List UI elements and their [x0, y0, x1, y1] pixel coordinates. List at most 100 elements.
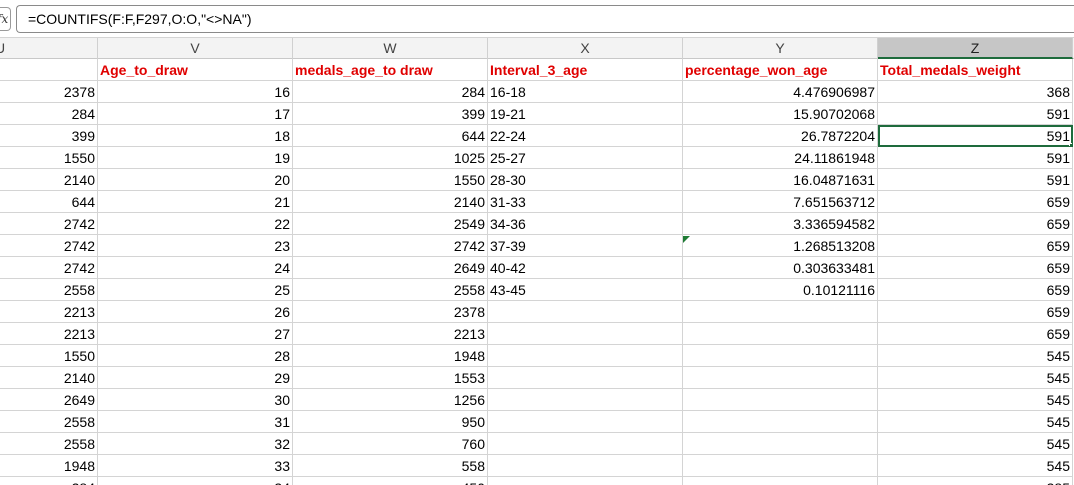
table-cell[interactable]: 545: [878, 433, 1073, 455]
table-cell[interactable]: 37-39: [488, 235, 683, 257]
table-cell[interactable]: 659: [878, 323, 1073, 345]
table-cell[interactable]: 2742: [0, 257, 98, 279]
table-cell[interactable]: [488, 477, 683, 485]
table-cell[interactable]: 34-36: [488, 213, 683, 235]
table-cell[interactable]: 368: [878, 81, 1073, 103]
table-cell[interactable]: [488, 433, 683, 455]
table-cell[interactable]: 2549: [293, 213, 488, 235]
table-cell[interactable]: 25-27: [488, 147, 683, 169]
table-cell[interactable]: 2213: [0, 301, 98, 323]
column-header-w[interactable]: W: [293, 38, 488, 59]
table-cell[interactable]: [683, 411, 878, 433]
table-cell[interactable]: 2742: [0, 235, 98, 257]
table-cell[interactable]: 31: [98, 411, 293, 433]
table-cell[interactable]: 29: [98, 367, 293, 389]
table-cell[interactable]: [488, 455, 683, 477]
table-cell[interactable]: 1550: [0, 345, 98, 367]
column-title-cell[interactable]: medals_age_to draw: [293, 59, 488, 81]
table-cell[interactable]: 545: [878, 345, 1073, 367]
table-cell[interactable]: 1948: [293, 345, 488, 367]
table-cell[interactable]: 22-24: [488, 125, 683, 147]
column-title-cell[interactable]: Total_medals_weight: [878, 59, 1073, 81]
table-cell[interactable]: 2649: [0, 389, 98, 411]
table-cell[interactable]: 33: [98, 455, 293, 477]
table-cell[interactable]: [683, 367, 878, 389]
table-cell[interactable]: 1256: [293, 389, 488, 411]
table-cell[interactable]: 591: [878, 169, 1073, 191]
table-cell[interactable]: 2742: [0, 213, 98, 235]
table-cell[interactable]: 28: [98, 345, 293, 367]
table-cell[interactable]: 399: [0, 125, 98, 147]
table-cell[interactable]: [683, 301, 878, 323]
table-cell[interactable]: [488, 389, 683, 411]
table-cell[interactable]: 284: [0, 477, 98, 485]
column-title-cell[interactable]: Age_to_draw: [98, 59, 293, 81]
fill-handle[interactable]: [1069, 143, 1072, 146]
table-cell[interactable]: 32: [98, 433, 293, 455]
table-cell[interactable]: 0.303633481: [683, 257, 878, 279]
table-cell[interactable]: 2378: [0, 81, 98, 103]
column-header-u[interactable]: U: [0, 38, 98, 59]
table-cell[interactable]: 24: [98, 257, 293, 279]
column-title-cell[interactable]: Interval_3_age: [488, 59, 683, 81]
table-cell[interactable]: 34: [98, 477, 293, 485]
table-cell[interactable]: 591: [878, 147, 1073, 169]
table-cell[interactable]: 28-30: [488, 169, 683, 191]
table-cell[interactable]: 18: [98, 125, 293, 147]
table-cell[interactable]: 17: [98, 103, 293, 125]
table-cell[interactable]: 7.651563712: [683, 191, 878, 213]
table-cell[interactable]: [683, 323, 878, 345]
table-cell[interactable]: 545: [878, 455, 1073, 477]
table-cell[interactable]: 2649: [293, 257, 488, 279]
fx-icon[interactable]: fx: [0, 7, 11, 31]
table-cell[interactable]: 284: [293, 81, 488, 103]
table-cell[interactable]: 545: [878, 367, 1073, 389]
column-header-y[interactable]: Y: [683, 38, 878, 59]
table-cell[interactable]: 25: [98, 279, 293, 301]
table-cell[interactable]: 1025: [293, 147, 488, 169]
table-cell[interactable]: 450: [293, 477, 488, 485]
table-cell[interactable]: 659: [878, 191, 1073, 213]
table-cell[interactable]: 26: [98, 301, 293, 323]
table-cell[interactable]: 659: [878, 235, 1073, 257]
table-cell[interactable]: 4.476906987: [683, 81, 878, 103]
table-cell[interactable]: 0.10121116: [683, 279, 878, 301]
table-cell[interactable]: [683, 345, 878, 367]
table-cell[interactable]: 24.11861948: [683, 147, 878, 169]
table-cell[interactable]: 644: [293, 125, 488, 147]
table-cell[interactable]: 2213: [0, 323, 98, 345]
table-cell[interactable]: 43-45: [488, 279, 683, 301]
table-cell[interactable]: 16.04871631: [683, 169, 878, 191]
table-cell[interactable]: 1550: [0, 147, 98, 169]
table-cell[interactable]: 40-42: [488, 257, 683, 279]
column-title-cell[interactable]: percentage_won_age: [683, 59, 878, 81]
table-cell[interactable]: 2558: [293, 279, 488, 301]
active-cell[interactable]: 591: [878, 125, 1073, 147]
table-cell[interactable]: [683, 455, 878, 477]
table-cell[interactable]: 545: [878, 411, 1073, 433]
table-cell[interactable]: 19: [98, 147, 293, 169]
table-cell[interactable]: 385: [878, 477, 1073, 485]
table-cell[interactable]: 659: [878, 213, 1073, 235]
table-cell[interactable]: [488, 323, 683, 345]
table-cell[interactable]: 1.268513208: [683, 235, 878, 257]
table-cell[interactable]: 2742: [293, 235, 488, 257]
table-cell[interactable]: 2213: [293, 323, 488, 345]
formula-input[interactable]: =COUNTIFS(F:F,F297,O:O,"<>NA"): [16, 5, 1074, 33]
table-cell[interactable]: 659: [878, 301, 1073, 323]
table-cell[interactable]: 284: [0, 103, 98, 125]
table-cell[interactable]: [683, 433, 878, 455]
table-cell[interactable]: 558: [293, 455, 488, 477]
table-cell[interactable]: 20: [98, 169, 293, 191]
table-cell[interactable]: 16-18: [488, 81, 683, 103]
table-cell[interactable]: 2558: [0, 411, 98, 433]
column-header-x[interactable]: X: [488, 38, 683, 59]
table-cell[interactable]: 3.336594582: [683, 213, 878, 235]
table-cell[interactable]: 21: [98, 191, 293, 213]
table-cell[interactable]: 399: [293, 103, 488, 125]
table-cell[interactable]: 545: [878, 389, 1073, 411]
table-cell[interactable]: 659: [878, 257, 1073, 279]
table-cell[interactable]: 30: [98, 389, 293, 411]
table-cell[interactable]: [683, 477, 878, 485]
table-cell[interactable]: 15.90702068: [683, 103, 878, 125]
